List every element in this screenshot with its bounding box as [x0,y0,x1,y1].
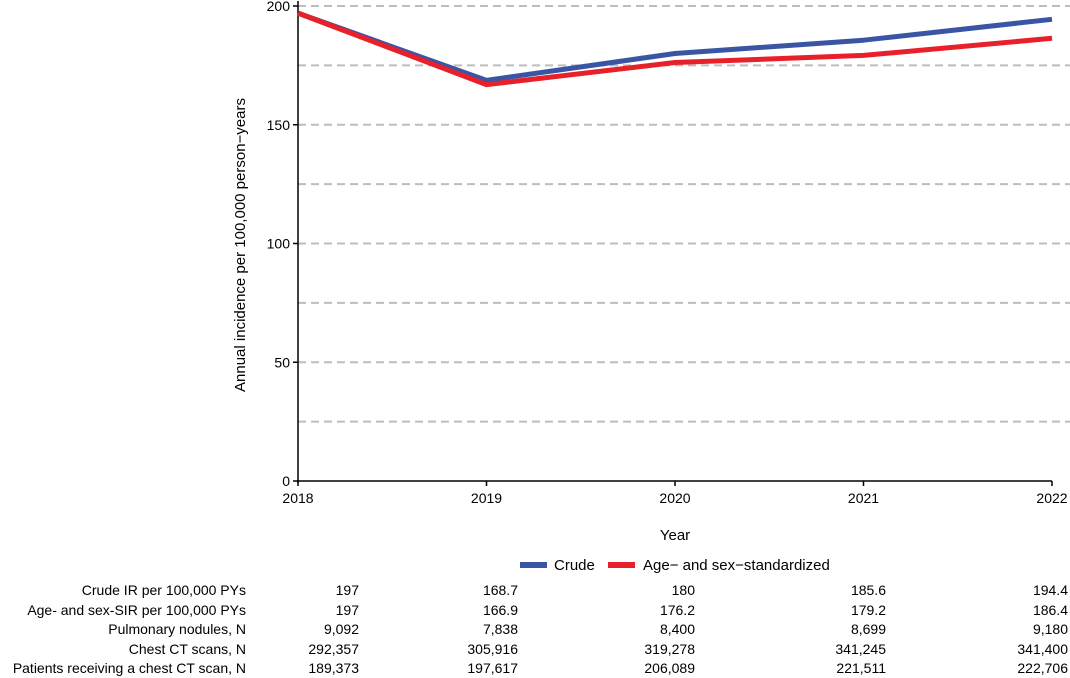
y-tick-label: 0 [282,473,290,489]
x-tick-label: 2019 [471,490,502,506]
legend-label-0: Crude [554,557,595,574]
x-tick-label: 2021 [848,490,879,506]
series-line-1 [297,10,1053,88]
series-lines [297,10,1053,88]
legend-label-1: Age− and sex−standardized [643,557,830,574]
x-tick-label: 2018 [282,490,313,506]
y-axis-label: Annual incidence per 100,000 person−year… [232,98,249,392]
x-tick-label: 2020 [659,490,690,506]
y-tick-label: 100 [267,236,291,252]
series-line-0 [297,10,1053,83]
y-tick-label: 200 [267,0,291,14]
y-tick-labels: 0 50 100 150 200 [267,0,298,489]
axes [297,1,1052,483]
legend: Crude Age− and sex−standardized [520,557,830,574]
x-tick-labels: 2018 2019 2020 2021 2022 [282,481,1068,506]
y-tick-label: 50 [274,354,290,370]
x-tick-label: 2022 [1036,490,1067,506]
gridlines [298,5,1070,423]
x-axis-label: Year [660,527,690,544]
y-tick-label: 150 [267,117,291,133]
